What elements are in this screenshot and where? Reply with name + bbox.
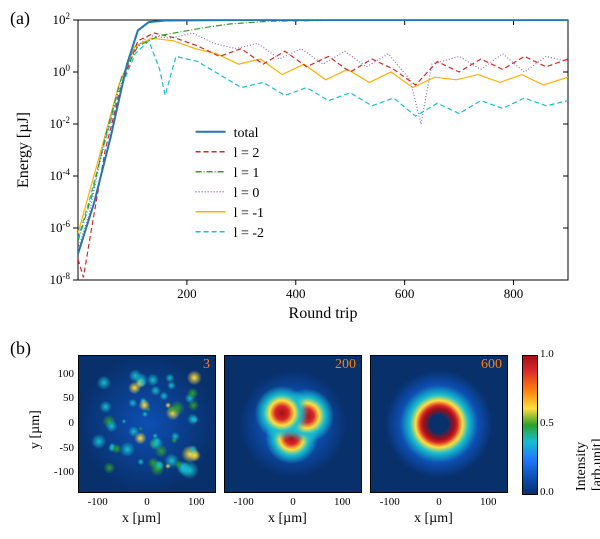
x-tick-label: -100 bbox=[232, 496, 256, 508]
y-tick-label: -100 bbox=[48, 466, 74, 478]
x-axis-title: x [µm] bbox=[414, 511, 453, 527]
subplot-corner-label: 600 bbox=[481, 357, 502, 373]
x-axis-title: x [µm] bbox=[122, 511, 161, 527]
colorbar-tick-label: 1.0 bbox=[540, 348, 554, 360]
panel-b-subplot: 200 bbox=[224, 355, 362, 493]
x-tick-label: 0 bbox=[281, 496, 305, 508]
x-tick-label: 100 bbox=[184, 496, 208, 508]
colorbar-tick-label: 0.0 bbox=[540, 486, 554, 498]
figure-root: (a) 200400600800Round trip10-810-610-410… bbox=[0, 0, 600, 539]
panel-b-subplot: 3 bbox=[78, 355, 216, 493]
panel-b-subplot: 600 bbox=[370, 355, 508, 493]
colorbar-title: Intensity [arb.unit] bbox=[574, 439, 600, 491]
intensity-pattern bbox=[224, 355, 362, 493]
colorbar-tick-label: 0.5 bbox=[540, 417, 554, 429]
y-axis-title: y [µm] bbox=[28, 410, 44, 449]
intensity-pattern bbox=[78, 355, 216, 493]
x-tick-label: 0 bbox=[135, 496, 159, 508]
x-axis-title: x [µm] bbox=[268, 511, 307, 527]
panel-b-row: 3 -100 0 100 x [µm] -100 -50 0 50 100 y [µm] 200 -10… bbox=[0, 0, 600, 539]
x-tick-label: 0 bbox=[427, 496, 451, 508]
subplot-corner-label: 200 bbox=[335, 357, 356, 373]
x-tick-label: -100 bbox=[86, 496, 110, 508]
x-tick-label: 100 bbox=[330, 496, 354, 508]
y-tick-label: 100 bbox=[48, 368, 74, 380]
x-tick-label: -100 bbox=[378, 496, 402, 508]
y-tick-label: 50 bbox=[48, 392, 74, 404]
subplot-corner-label: 3 bbox=[203, 357, 210, 373]
colorbar bbox=[522, 355, 538, 495]
x-tick-label: 100 bbox=[476, 496, 500, 508]
y-tick-label: -50 bbox=[48, 442, 74, 454]
y-tick-label: 0 bbox=[48, 417, 74, 429]
intensity-pattern bbox=[370, 355, 508, 493]
